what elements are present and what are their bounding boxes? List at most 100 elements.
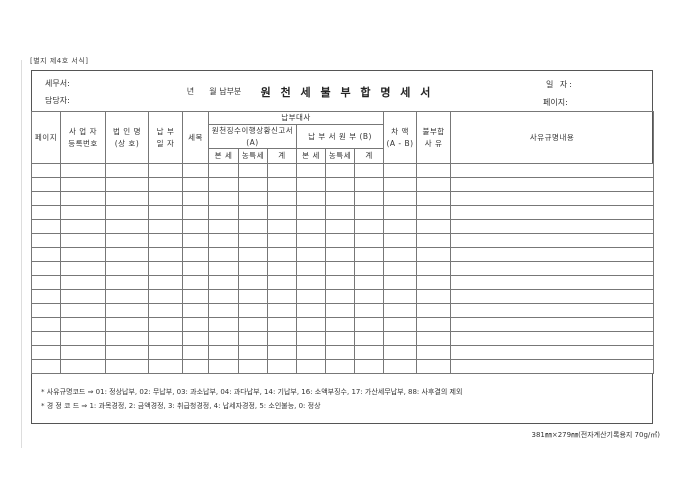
empty-cell — [450, 317, 655, 333]
empty-cell — [416, 261, 452, 277]
empty-cell — [267, 219, 297, 235]
empty-cell — [60, 317, 106, 333]
date-label: 일 자: — [546, 80, 574, 89]
empty-cell — [182, 177, 209, 193]
empty-cell — [353, 219, 385, 235]
empty-cell — [450, 289, 655, 305]
empty-cell — [31, 177, 61, 193]
empty-cell — [182, 163, 209, 179]
empty-cell — [353, 289, 385, 305]
empty-cell — [325, 219, 355, 235]
empty-cell — [267, 289, 297, 305]
empty-cell — [416, 177, 452, 193]
table-row — [31, 289, 655, 305]
col-header-payment-date: 납 부 일 자 — [148, 110, 183, 165]
empty-cell — [105, 191, 149, 207]
empty-cell — [31, 205, 61, 221]
table-row — [31, 317, 655, 333]
empty-cell — [238, 359, 268, 375]
empty-cell — [416, 247, 452, 263]
empty-cell — [182, 331, 209, 347]
empty-cell — [383, 219, 418, 235]
empty-cell — [267, 275, 297, 291]
empty-cell — [267, 261, 297, 277]
manager-label: 담당자: — [45, 96, 70, 105]
empty-cell — [353, 163, 385, 179]
empty-cell — [267, 359, 297, 375]
empty-cell — [296, 247, 326, 263]
empty-cell — [416, 345, 452, 361]
empty-cell — [450, 303, 655, 319]
empty-cell — [148, 177, 183, 193]
table-body — [31, 163, 655, 375]
empty-cell — [267, 331, 297, 347]
empty-cell — [353, 191, 385, 207]
empty-cell — [450, 247, 655, 263]
empty-cell — [296, 303, 326, 319]
empty-cell — [238, 191, 268, 207]
empty-cell — [416, 359, 452, 375]
empty-cell — [325, 317, 355, 333]
empty-cell — [31, 317, 61, 333]
footnotes: * 사유규명코드 ⇒ 01: 정상납부, 02: 무납부, 03: 과소납부, … — [41, 385, 641, 413]
empty-cell — [182, 261, 209, 277]
table-row — [31, 191, 655, 207]
empty-cell — [238, 289, 268, 305]
empty-cell — [31, 163, 61, 179]
empty-cell — [148, 303, 183, 319]
empty-cell — [325, 289, 355, 305]
col-header-total-a: 계 — [267, 148, 297, 165]
payment-period-label: 년 월 납부분 — [186, 87, 242, 96]
empty-cell — [208, 275, 239, 291]
empty-cell — [31, 233, 61, 249]
empty-cell — [60, 233, 106, 249]
col-header-difference: 차 액 (A - B) — [383, 110, 418, 165]
empty-cell — [416, 317, 452, 333]
empty-cell — [31, 219, 61, 235]
empty-cell — [325, 345, 355, 361]
empty-cell — [105, 219, 149, 235]
empty-cell — [238, 261, 268, 277]
empty-cell — [182, 345, 209, 361]
empty-cell — [267, 177, 297, 193]
empty-cell — [450, 191, 655, 207]
empty-cell — [148, 205, 183, 221]
empty-cell — [416, 289, 452, 305]
empty-cell — [182, 275, 209, 291]
empty-cell — [416, 275, 452, 291]
empty-cell — [353, 275, 385, 291]
empty-cell — [383, 289, 418, 305]
empty-cell — [296, 261, 326, 277]
empty-cell — [31, 191, 61, 207]
empty-cell — [208, 247, 239, 263]
empty-cell — [31, 303, 61, 319]
empty-cell — [325, 331, 355, 347]
table-row — [31, 163, 655, 179]
empty-cell — [31, 275, 61, 291]
empty-cell — [383, 205, 418, 221]
empty-cell — [105, 261, 149, 277]
empty-cell — [450, 331, 655, 347]
empty-cell — [182, 205, 209, 221]
col-header-reason-detail: 사유규명내용 — [450, 110, 655, 165]
empty-cell — [208, 205, 239, 221]
empty-cell — [182, 219, 209, 235]
empty-cell — [60, 205, 106, 221]
empty-cell — [60, 219, 106, 235]
col-header-corp-name: 법 인 명 (상 호) — [105, 110, 149, 165]
empty-cell — [296, 233, 326, 249]
empty-cell — [450, 275, 655, 291]
empty-cell — [238, 163, 268, 179]
empty-cell — [148, 359, 183, 375]
empty-cell — [105, 177, 149, 193]
empty-cell — [148, 219, 183, 235]
empty-cell — [267, 345, 297, 361]
empty-cell — [208, 191, 239, 207]
empty-cell — [148, 247, 183, 263]
empty-cell — [325, 261, 355, 277]
empty-cell — [383, 191, 418, 207]
empty-cell — [208, 163, 239, 179]
table-row — [31, 303, 655, 319]
empty-cell — [325, 275, 355, 291]
empty-cell — [31, 247, 61, 263]
